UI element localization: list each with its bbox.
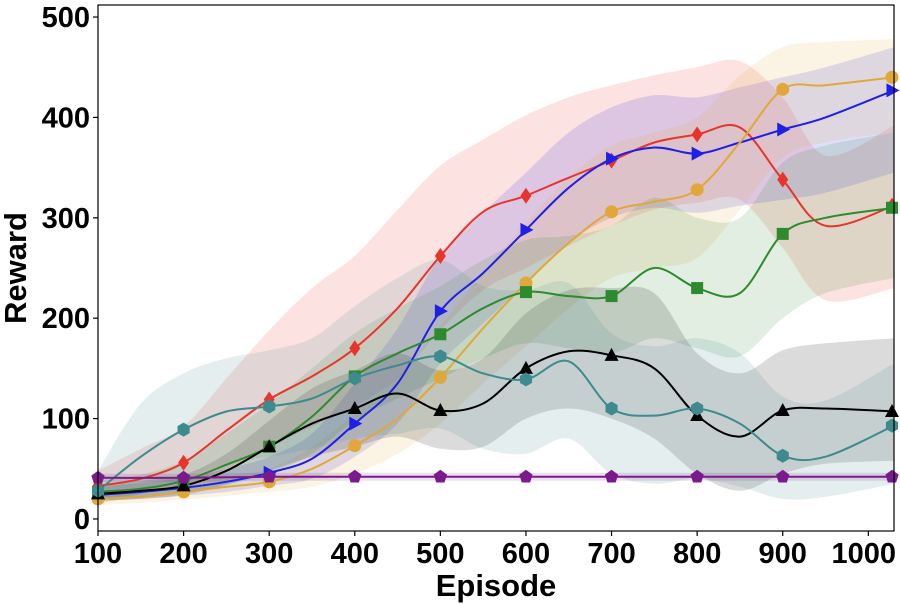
confidence-bands (98, 39, 894, 505)
x-tick-label: 900 (759, 538, 807, 570)
red-diamond-marker (349, 340, 361, 357)
x-tick-label: 800 (673, 538, 721, 570)
red-diamond-band (98, 59, 894, 499)
teal-hexagon-marker (177, 422, 190, 437)
gold-circle-marker (776, 82, 790, 96)
blue-triangle-right-marker (777, 122, 791, 137)
purple-pentagon-line (97, 475, 894, 479)
blue-triangle-right-marker (886, 83, 900, 98)
gold-circle-marker (605, 205, 619, 219)
teal-hexagon-marker (263, 399, 276, 414)
red-diamond-marker (691, 126, 703, 143)
green-square-marker (605, 290, 618, 303)
series-lines (97, 76, 895, 500)
blue-triangle-right-marker (691, 146, 705, 161)
purple-pentagon-marker (604, 469, 619, 483)
black-triangle-up-marker (347, 401, 362, 415)
gold-circle-marker (690, 183, 704, 197)
purple-pentagon-marker (433, 469, 448, 483)
x-tick-label: 300 (245, 538, 293, 570)
green-square-marker (519, 286, 532, 299)
black-triangle-up-marker (433, 403, 448, 417)
teal-hexagon-marker (691, 401, 704, 416)
teal-hexagon-line (97, 355, 895, 492)
y-tick-label: 300 (42, 203, 90, 235)
black-triangle-up-marker (176, 478, 191, 492)
red-diamond-marker (434, 247, 446, 264)
x-tick-label: 100 (74, 538, 122, 570)
red-diamond-line (97, 124, 895, 487)
plot-frame (97, 4, 895, 532)
teal-hexagon-marker (348, 371, 361, 386)
purple-pentagon-marker (348, 469, 362, 483)
x-tick-label: 600 (502, 538, 550, 570)
purple-pentagon-marker (262, 469, 276, 483)
red-diamond-marker (178, 454, 190, 471)
blue-triangle-right-marker (434, 304, 448, 319)
y-axis-ticks: 0 100 200 300 400 500 (42, 2, 98, 536)
teal-hexagon-marker (776, 448, 789, 463)
green-square-line (97, 206, 895, 493)
x-axis-title: Episode (436, 568, 557, 603)
series-markers (91, 70, 900, 506)
black-triangle-up-marker (518, 360, 533, 374)
black-triangle-up-marker (775, 403, 790, 417)
red-diamond-marker (777, 171, 789, 188)
x-tick-label: 700 (587, 538, 635, 570)
x-tick-label: 400 (331, 538, 379, 570)
red-diamond-marker (520, 187, 532, 204)
green-square-marker (434, 328, 447, 341)
purple-pentagon-marker (885, 469, 899, 483)
blue-triangle-right-marker (349, 416, 363, 431)
y-tick-label: 200 (42, 303, 90, 335)
green-square-marker (886, 201, 898, 214)
x-tick-label: 1000 (831, 538, 896, 570)
x-axis-ticks: 100 200 300 400 500 600 700 800 900 1000 (74, 531, 896, 570)
green-square-band (98, 132, 894, 499)
black-triangle-up-marker (604, 347, 619, 361)
teal-hexagon-band (98, 259, 894, 504)
teal-hexagon-marker (519, 372, 533, 387)
green-square-marker (691, 282, 704, 295)
y-tick-label: 500 (42, 2, 90, 34)
black-triangle-up-marker (885, 404, 899, 418)
blue-triangle-right-marker (520, 222, 534, 237)
green-square-marker (776, 227, 789, 240)
purple-pentagon-marker (519, 469, 533, 483)
black-triangle-up-marker (262, 439, 277, 453)
purple-pentagon-marker (776, 469, 790, 483)
black-triangle-up-line (97, 349, 895, 495)
teal-hexagon-marker (605, 401, 618, 416)
blue-triangle-right-marker (606, 151, 620, 166)
y-tick-label: 0 (74, 504, 90, 536)
teal-hexagon-marker (885, 418, 899, 433)
gold-circle-marker (885, 70, 899, 84)
gold-circle-marker (348, 439, 362, 453)
purple-pentagon-marker (690, 469, 704, 483)
blue-triangle-right-band (98, 47, 894, 501)
purple-pentagon-marker (176, 470, 191, 484)
y-tick-label: 100 (42, 404, 90, 436)
x-tick-label: 200 (159, 538, 207, 570)
x-tick-label: 500 (416, 538, 464, 570)
y-tick-label: 400 (42, 102, 90, 134)
gold-circle-line (97, 76, 895, 500)
teal-hexagon-marker (434, 349, 447, 364)
y-axis-title: Reward (0, 212, 33, 324)
gold-circle-marker (433, 370, 447, 384)
